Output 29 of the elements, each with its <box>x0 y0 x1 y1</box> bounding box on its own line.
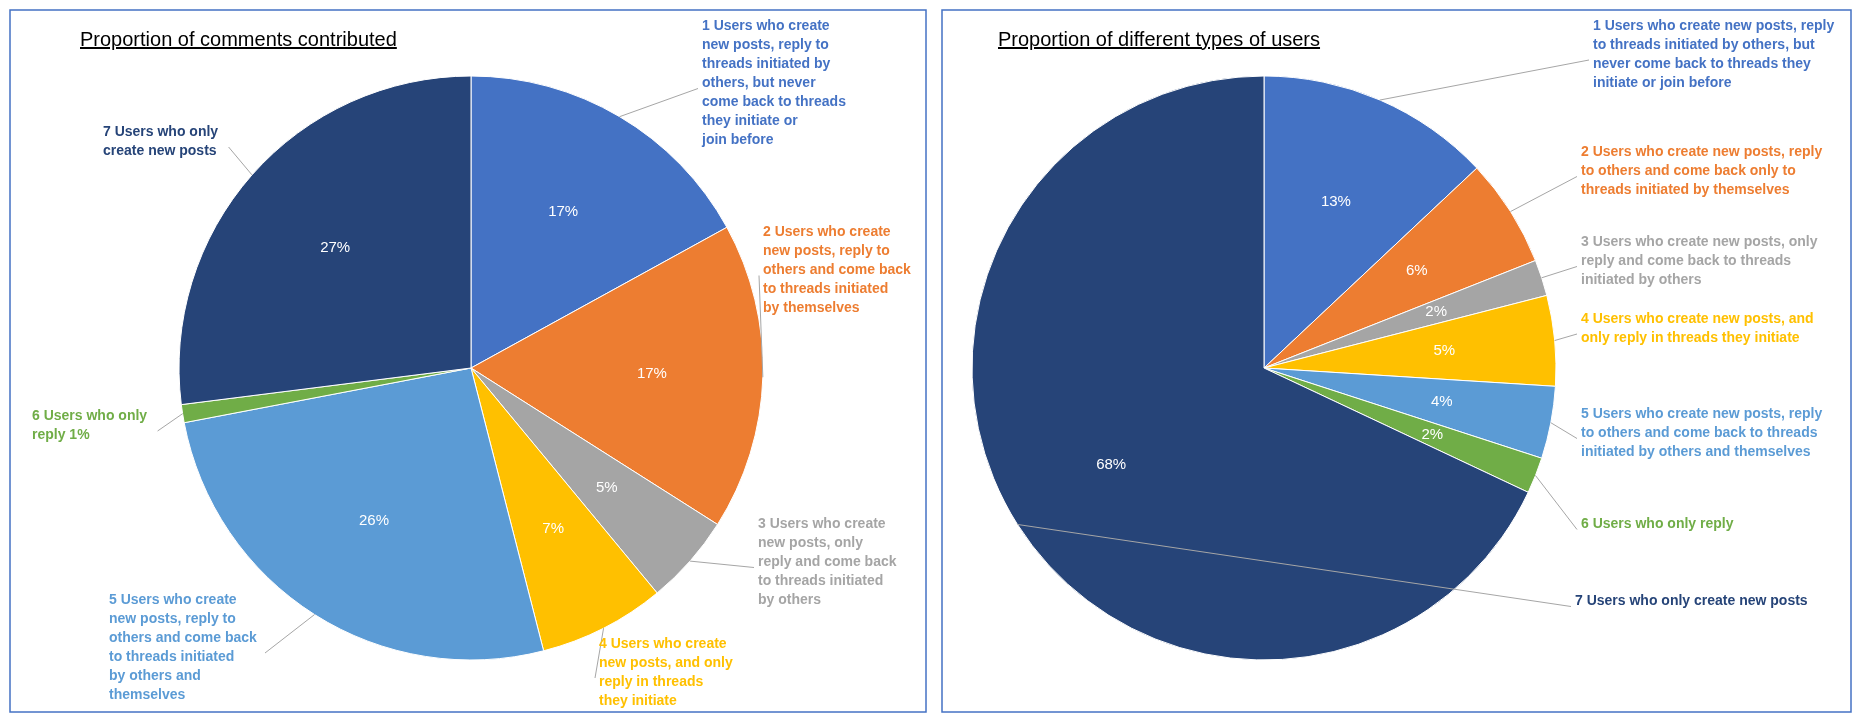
slice-label: 5 Users who create new posts, reply to others and come back to threads initiated by others and themselves <box>1581 405 1823 459</box>
data-label: 5% <box>1433 340 1456 358</box>
data-label: 6% <box>1406 260 1428 278</box>
slice-label: 1 Users who create new posts, reply to threads initiated by others, but never come back to threads they initiate or join before <box>701 17 847 147</box>
slice-label: 2 Users who create new posts, reply to others and come back only to threads initiated by themselves <box>1581 143 1823 197</box>
data-label: 2% <box>1425 302 1448 320</box>
data-label: 27% <box>320 238 351 256</box>
slice-label: 4 Users who create new posts, and only reply in threads they initiate <box>599 635 734 708</box>
slice-label: 5 Users who create new posts, reply to others and come back to threads initiated by others and themselves <box>109 591 258 702</box>
data-label: 17% <box>548 202 579 220</box>
data-label: 26% <box>358 510 390 528</box>
slice-label: 4 Users who create new posts, and only reply in threads they initiate <box>1581 310 1814 345</box>
slice-label: 3 Users who create new posts, only reply and come back to threads initiated by others <box>758 515 897 607</box>
data-label: 7% <box>542 519 565 537</box>
slice-label: 2 Users who create new posts, reply to others and come back to threads initiated by themselves <box>763 223 912 315</box>
slice-label: 3 Users who create new posts, only reply and come back to threads initiated by others <box>1581 233 1818 287</box>
chart-title: Proportion of different types of users <box>998 28 1321 50</box>
data-label: 68% <box>1096 454 1127 472</box>
data-label: 4% <box>1430 391 1453 409</box>
slice-label: 7 Users who only create new posts <box>1575 592 1808 608</box>
slice-label: 1 Users who create new posts, reply to threads initiated by others, but never come back to threads they initiate or join before <box>1593 17 1835 90</box>
slice-label: 7 Users who only create new posts <box>103 123 219 158</box>
data-label: 5% <box>595 477 618 495</box>
chart-title: Proportion of comments contributed <box>80 28 397 50</box>
data-label: 2% <box>1421 424 1444 442</box>
slice-label: 6 Users who only reply <box>1581 515 1734 531</box>
data-label: 13% <box>1320 191 1351 209</box>
slice-label: 6 Users who only reply 1% <box>32 407 148 442</box>
data-label: 17% <box>636 363 667 381</box>
